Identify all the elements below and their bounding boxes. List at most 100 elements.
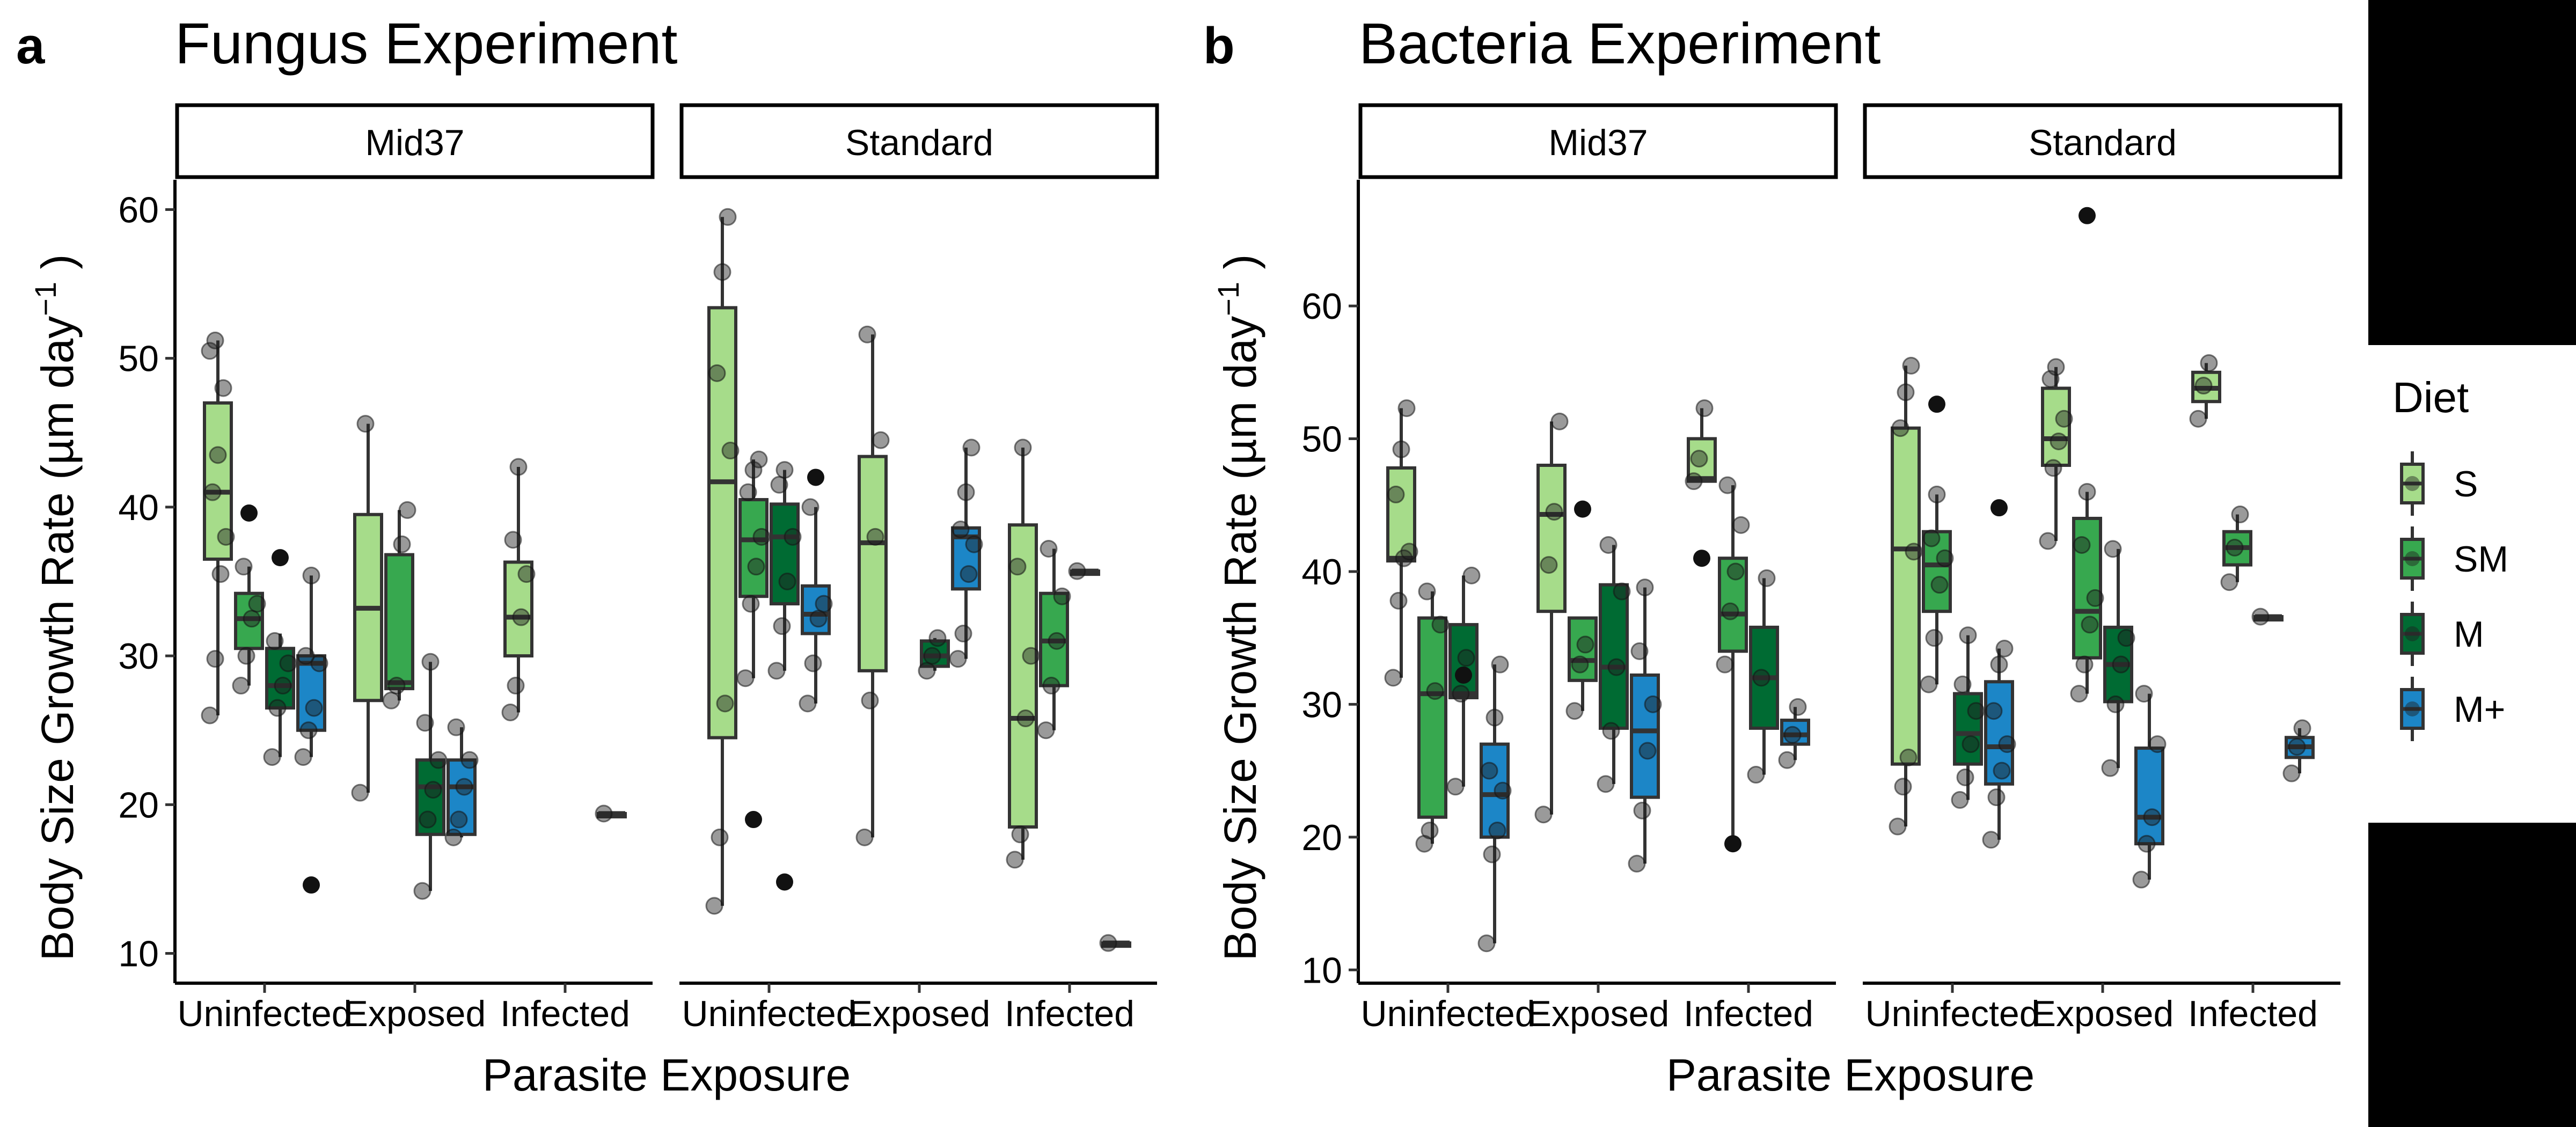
data-point — [1400, 543, 1418, 561]
data-point — [1987, 788, 2006, 807]
data-point — [206, 650, 224, 668]
data-point — [1011, 825, 1029, 844]
data-point — [1925, 629, 1943, 647]
box-infected-m — [2251, 608, 2284, 626]
box-uninfected-s — [705, 208, 740, 915]
data-point — [962, 438, 980, 457]
data-point — [501, 703, 519, 721]
data-point — [450, 810, 468, 829]
box-exposed-mplus — [444, 718, 479, 846]
data-point — [1485, 708, 1504, 727]
data-point — [447, 718, 465, 736]
data-point — [279, 654, 297, 672]
data-point — [2044, 459, 2062, 477]
data-point — [201, 706, 219, 724]
y-tick-label: 10 — [118, 934, 159, 975]
data-point — [1480, 762, 1498, 780]
data-point — [1014, 438, 1032, 457]
plot-b-mid37 — [1384, 399, 1810, 953]
y-tick-label: 30 — [118, 636, 159, 677]
data-point — [1962, 735, 1980, 753]
data-point — [1602, 722, 1620, 740]
data-point — [1550, 412, 1569, 430]
panel-a: a Fungus Experiment Mid37 Standard 10 20 3… — [16, 11, 1159, 1100]
data-point — [1951, 791, 1969, 809]
legend-item-s: S — [2400, 451, 2478, 516]
data-point — [750, 450, 768, 469]
data-point — [509, 458, 528, 476]
data-point — [744, 461, 763, 479]
box-infected-mplus — [2282, 719, 2315, 782]
data-point — [2226, 538, 2244, 557]
box-body — [770, 502, 800, 606]
data-point — [1628, 854, 1646, 873]
data-point — [2194, 377, 2213, 395]
box-exposed-mplus — [2132, 685, 2167, 889]
y-tick-label: 60 — [118, 189, 159, 230]
data-point — [2070, 685, 2088, 703]
panel-a-title: Fungus Experiment — [175, 11, 677, 76]
data-point — [775, 461, 794, 479]
data-point — [2047, 358, 2065, 376]
data-point — [778, 573, 796, 590]
data-point — [855, 828, 874, 846]
outlier-point — [807, 469, 824, 486]
data-point — [799, 694, 817, 713]
box-infected-mplus — [1778, 698, 1810, 769]
outlier-point — [1693, 550, 1710, 567]
data-point — [1633, 801, 1651, 819]
corner-block-bottom — [2368, 823, 2576, 1127]
data-point — [2039, 532, 2057, 550]
data-point — [1920, 675, 1938, 693]
box-body — [1448, 623, 1479, 700]
box-infected-s — [1006, 438, 1040, 869]
data-point — [1783, 726, 1802, 744]
box-body — [1630, 673, 1660, 799]
data-point — [747, 558, 765, 576]
box-exposed-s — [1534, 412, 1569, 824]
data-point — [209, 446, 227, 464]
box-body — [265, 647, 295, 710]
data-point — [1040, 540, 1058, 558]
data-point — [1389, 591, 1408, 610]
data-point — [305, 699, 323, 717]
data-point — [1993, 762, 2011, 780]
data-point — [2112, 655, 2130, 674]
data-point — [1716, 655, 1734, 674]
box-exposed-s — [2039, 358, 2073, 550]
data-point — [767, 662, 786, 680]
data-point — [413, 882, 431, 900]
data-point — [2138, 835, 2156, 853]
box-uninfected-m — [1951, 626, 1985, 809]
box-body — [1718, 557, 1748, 653]
data-point — [1613, 582, 1631, 601]
data-point — [1721, 602, 1739, 620]
data-point — [1928, 485, 1946, 503]
data-point — [1462, 566, 1481, 584]
box-infected-mplus — [595, 804, 627, 823]
data-point — [2075, 655, 2094, 674]
box-exposed-m — [1597, 536, 1631, 793]
x-tick-label: Exposed — [344, 993, 486, 1034]
data-point — [203, 483, 222, 501]
box-uninfected-sm — [736, 450, 771, 829]
data-point — [1397, 399, 1416, 418]
legend-item-sm: SM — [2400, 526, 2508, 591]
data-point — [274, 677, 292, 695]
data-point — [1599, 536, 1618, 554]
data-point — [872, 431, 890, 449]
strip-b-mid37 — [1358, 103, 1838, 179]
legend-label: SM — [2454, 539, 2508, 580]
data-point — [2200, 354, 2218, 372]
data-point — [1457, 649, 1475, 667]
data-point — [419, 810, 437, 829]
data-point — [2288, 738, 2306, 756]
data-point — [294, 748, 312, 766]
data-point — [235, 558, 253, 576]
box-exposed-m — [918, 629, 950, 680]
data-point — [512, 608, 530, 626]
box-uninfected-mplus — [1477, 655, 1512, 953]
box-exposed-m — [413, 653, 448, 900]
corner-block-top — [2368, 0, 2576, 345]
data-point — [1099, 934, 1117, 952]
